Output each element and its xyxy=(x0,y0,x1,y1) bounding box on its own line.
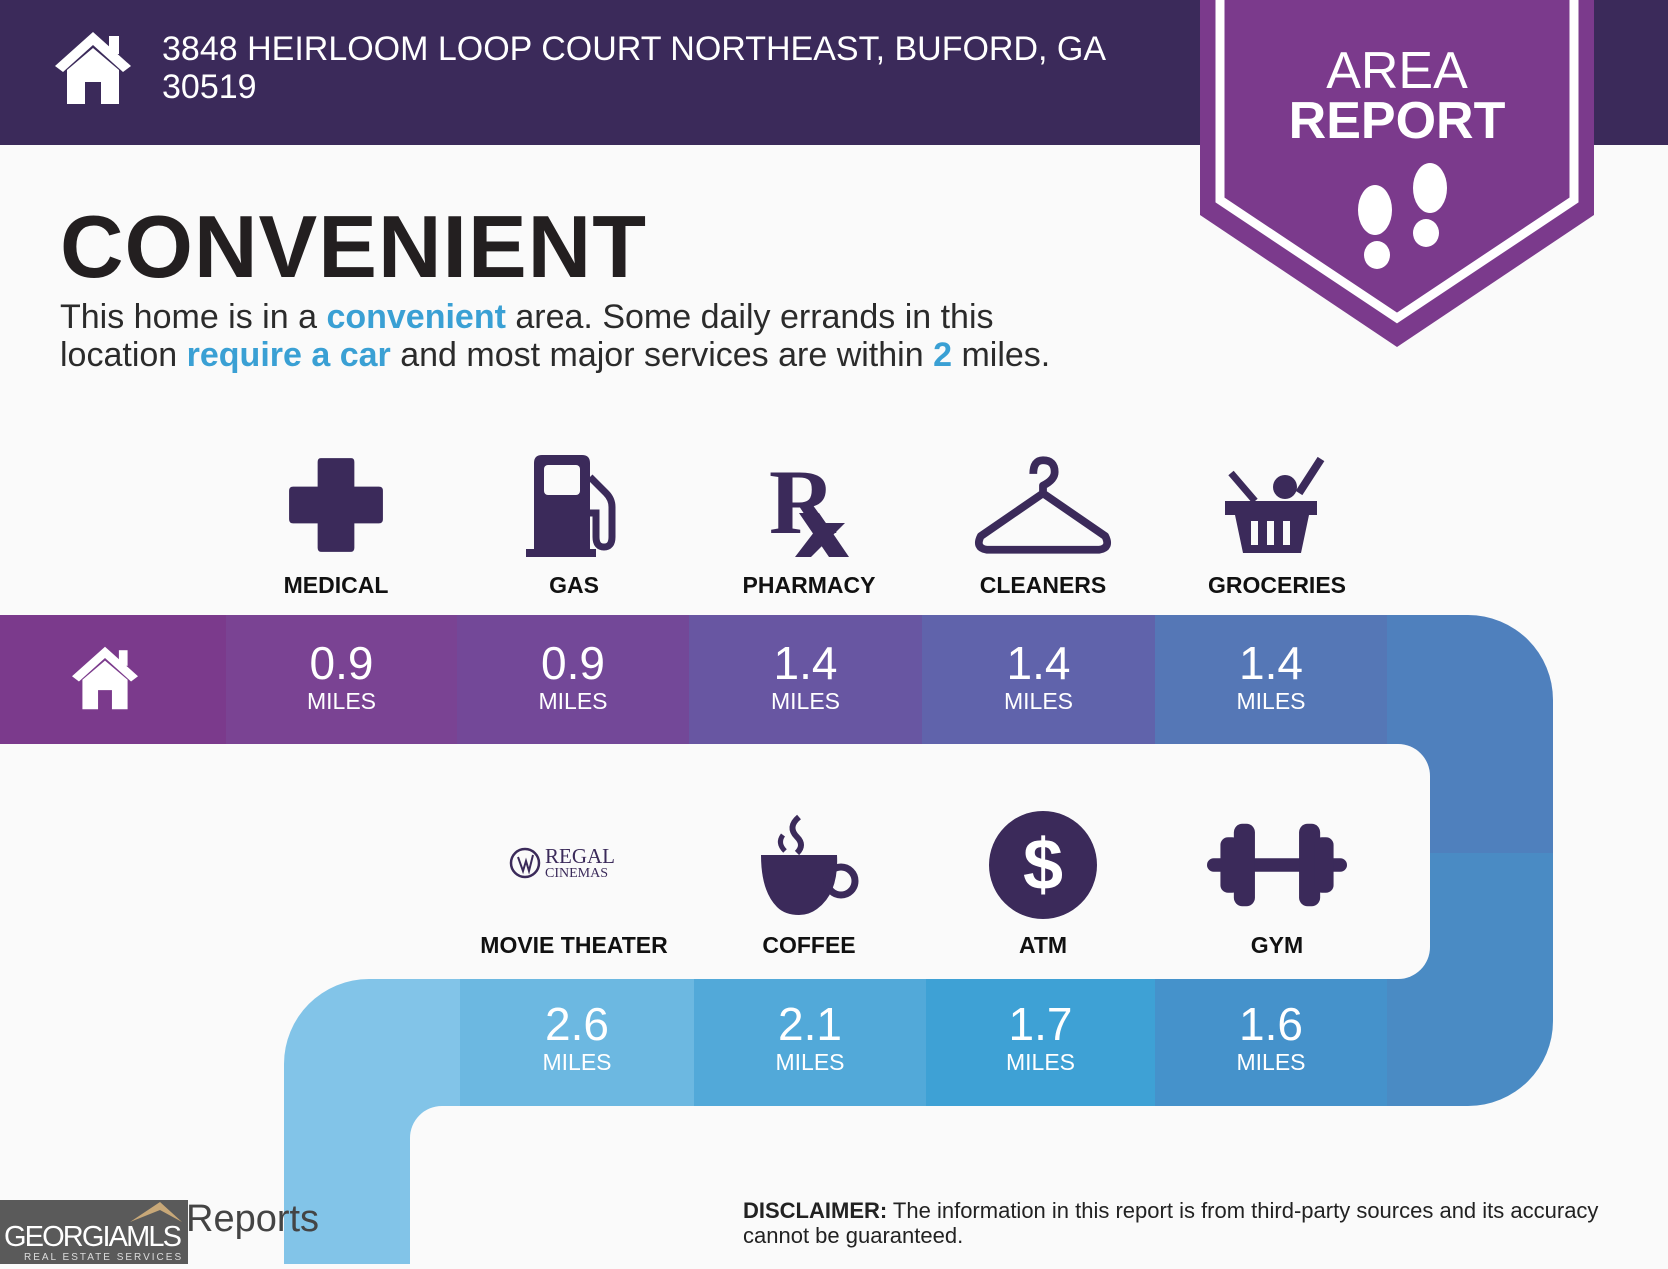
distance-value: 1.4 xyxy=(1239,637,1303,689)
distance-cleaners: 1.4 MILES xyxy=(922,638,1155,714)
distance-unit: MILES xyxy=(1003,688,1074,714)
distance-medical: 0.9 MILES xyxy=(226,638,457,714)
distance-groceries: 1.4 MILES xyxy=(1155,638,1387,714)
distance-gym: 1.6 MILES xyxy=(1155,999,1387,1075)
amenity-label: GYM xyxy=(1250,932,1304,958)
amenity-label: GROCERIES xyxy=(1207,572,1347,598)
disclaimer-text: The information in this report is from t… xyxy=(743,1198,1599,1248)
home-icon xyxy=(55,32,131,104)
badge-line-2: REPORT xyxy=(1289,92,1506,150)
medical-cross-icon xyxy=(266,450,406,560)
distance-unit: MILES xyxy=(1005,1049,1076,1075)
amenity-label: PHARMACY xyxy=(742,572,876,598)
logo-text: REGAL xyxy=(545,844,615,868)
grocery-basket-icon xyxy=(1207,450,1347,560)
dollar-icon: $ xyxy=(973,810,1113,920)
text: area. Some daily errands in this xyxy=(505,298,994,336)
address-line-2: 30519 xyxy=(162,68,257,106)
distance-unit: MILES xyxy=(542,1049,612,1075)
distance-movie-theater: 2.6 MILES xyxy=(460,999,694,1075)
summary-text: This home is in a convenient area. Some … xyxy=(60,298,1260,374)
distance-unit: MILES xyxy=(538,688,608,714)
disclaimer-label: DISCLAIMER: xyxy=(743,1198,888,1223)
distance-coffee: 2.1 MILES xyxy=(694,999,926,1075)
property-address: 3848 HEIRLOOM LOOP COURT NORTHEAST, BUFO… xyxy=(162,30,1162,106)
coffee-cup-icon xyxy=(739,810,879,920)
distance-atm: 1.7 MILES xyxy=(926,999,1155,1075)
logo-text: GEORGIAMLS xyxy=(4,1221,182,1253)
amenity-label: GAS xyxy=(549,572,599,598)
address-line-1: 3848 HEIRLOOM LOOP COURT NORTHEAST, BUFO… xyxy=(162,30,1107,68)
distance-unit: MILES xyxy=(770,688,841,714)
highlight: convenient xyxy=(326,298,506,336)
distance-unit: MILES xyxy=(306,688,377,714)
reports-brand: Reports xyxy=(186,1198,320,1240)
footprints-icon xyxy=(1358,163,1447,269)
disclaimer: DISCLAIMER: The information in this repo… xyxy=(743,1198,1643,1248)
home-icon xyxy=(72,646,138,710)
highlight: require a car xyxy=(186,336,391,374)
georgia-mls-logo: GEORGIAMLS REAL ESTATE SERVICES xyxy=(0,1200,188,1264)
rx-icon: R xyxy=(739,450,879,560)
distance-gas: 0.9 MILES xyxy=(457,638,689,714)
distance-value: 1.6 xyxy=(1239,998,1303,1050)
svg-text:$: $ xyxy=(1023,825,1063,905)
text: miles. xyxy=(952,336,1051,374)
distance-value: 2.6 xyxy=(545,998,609,1050)
text: This home is in a xyxy=(60,298,327,336)
gas-pump-icon xyxy=(504,450,644,560)
distance-value: 2.1 xyxy=(778,998,842,1050)
amenity-label: MEDICAL xyxy=(283,572,389,598)
distance-value: 0.9 xyxy=(309,637,374,689)
logo-text: CINEMAS xyxy=(545,866,608,881)
page-title: CONVENIENT xyxy=(60,197,647,296)
hanger-icon xyxy=(973,450,1113,560)
amenity-label: ATM xyxy=(1018,932,1068,958)
distance-unit: MILES xyxy=(1236,1049,1306,1075)
badge-line-1: AREA xyxy=(1326,42,1468,100)
text: and most major services are within xyxy=(390,336,934,374)
distance-unit: MILES xyxy=(1236,688,1306,714)
highlight: 2 xyxy=(933,336,952,374)
distance-value: 1.7 xyxy=(1008,998,1073,1050)
regal-cinemas-logo: REGAL CINEMAS xyxy=(504,808,644,918)
dumbbell-icon xyxy=(1207,810,1347,920)
amenity-label: COFFEE xyxy=(762,932,856,958)
distance-value: 0.9 xyxy=(541,637,605,689)
area-report-badge: AREA REPORT xyxy=(1200,0,1594,347)
distance-value: 1.4 xyxy=(1006,637,1071,689)
distance-unit: MILES xyxy=(775,1049,845,1075)
amenity-label: CLEANERS xyxy=(979,572,1107,598)
text: location xyxy=(60,336,187,374)
distance-value: 1.4 xyxy=(773,637,838,689)
distance-pharmacy: 1.4 MILES xyxy=(689,638,922,714)
amenity-label: MOVIE THEATER xyxy=(480,932,668,958)
logo-subtext: REAL ESTATE SERVICES xyxy=(24,1252,183,1263)
